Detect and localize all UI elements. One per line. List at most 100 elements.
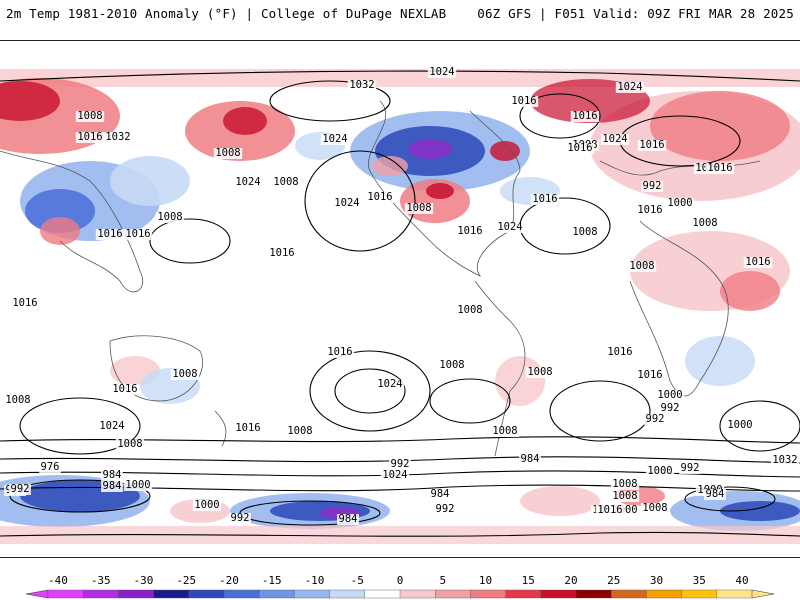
contour-label: 1016 xyxy=(235,422,260,434)
contour-label-bg xyxy=(101,470,123,481)
contour-label-bg xyxy=(365,192,395,203)
contour-label: 976 xyxy=(41,461,60,473)
contour-label-bg xyxy=(659,403,681,414)
contour-label: 1000 xyxy=(647,465,672,477)
contour-label-bg xyxy=(565,143,595,154)
contour-label-bg xyxy=(645,466,675,477)
contour-label: 1008 xyxy=(629,260,654,272)
contour-label: 1000 xyxy=(194,499,219,511)
contour-label-bg xyxy=(595,505,625,516)
contour-label-bg xyxy=(610,479,640,490)
contour-label: 992 xyxy=(646,413,665,425)
contour-label: 1016 xyxy=(97,228,122,240)
contour-label-bg xyxy=(679,463,701,474)
colorbar-tick-label: 40 xyxy=(735,574,749,587)
contour-label: 1032 xyxy=(105,131,130,143)
contour-label: 1016 xyxy=(77,131,102,143)
contour-label-bg xyxy=(39,462,61,473)
contour-label: 1000 xyxy=(125,479,150,491)
colorbar-segment xyxy=(118,589,155,599)
contour-label-bg xyxy=(600,134,630,145)
contour-label: 1008 xyxy=(117,438,142,450)
contour-label-bg xyxy=(495,222,525,233)
colorbar-tick-label: -35 xyxy=(90,574,111,587)
contour-label-bg xyxy=(615,82,645,93)
colorbar-tick-label: 20 xyxy=(564,574,578,587)
colorbar-tick-label: -40 xyxy=(48,574,68,587)
contour-label: 1016 xyxy=(607,346,632,358)
contour-label: 984 xyxy=(103,480,122,492)
contour-label: 992 xyxy=(643,180,662,192)
contour-label-bg xyxy=(320,134,350,145)
contour-label-bg xyxy=(115,439,145,450)
contour-label-bg xyxy=(271,177,301,188)
contour-label-bg xyxy=(429,489,451,500)
colorbar-segment xyxy=(540,589,577,599)
colorbar: -40 -35 -30 -25 -20 -15 -10 -5 0 5 10 15 20 25 30 35 40 xyxy=(0,574,800,600)
map-title: 2m Temp 1981-2010 Anomaly (°F) | College… xyxy=(6,6,447,21)
contour-label-bg xyxy=(570,111,600,122)
contour-label-bg xyxy=(704,489,726,500)
contour-label: 1016 xyxy=(367,191,392,203)
colorbar-segment xyxy=(223,589,260,599)
colorbar-tick-label: -25 xyxy=(176,574,197,587)
contour-label: 1008 xyxy=(612,490,637,502)
contour-label: 1008 xyxy=(439,359,464,371)
contour-label-bg xyxy=(267,248,297,259)
contour-label: 1016 xyxy=(125,228,150,240)
colorbar-tick-label: 30 xyxy=(649,574,664,587)
contour-label-bg xyxy=(434,504,456,515)
contour-label-bg xyxy=(337,514,359,525)
contour-label-bg xyxy=(285,426,315,437)
contour-label-bg xyxy=(525,367,555,378)
contour-label-bg xyxy=(75,111,105,122)
contour-label: 1008 xyxy=(273,176,298,188)
colorbar-segment xyxy=(259,589,296,599)
contour-label: 984 xyxy=(706,488,725,500)
colorbar-segment xyxy=(399,589,436,599)
colorbar-segment xyxy=(329,589,366,599)
contour-label-bg xyxy=(455,226,485,237)
colorbar-arrow-min xyxy=(25,589,49,599)
colorbar-tick-label: 5 xyxy=(439,574,447,587)
contour-label-bg xyxy=(170,369,200,380)
contour-label: 1016 xyxy=(327,346,352,358)
colorbar-tick-label: -20 xyxy=(219,574,239,587)
contour-label-bg xyxy=(404,203,434,214)
contour-label: 992 xyxy=(436,503,455,515)
contour-label: 1008 xyxy=(642,502,667,514)
contour-label: 1000 xyxy=(727,419,752,431)
colorbar-segment xyxy=(470,589,507,599)
contour-label-bg xyxy=(192,500,222,511)
colorbar-segment xyxy=(294,589,331,599)
contour-label: 1024 xyxy=(99,420,124,432)
contour-label-bg xyxy=(519,454,541,465)
contour-label: 1016 xyxy=(639,139,664,151)
contour-label: 984 xyxy=(431,488,450,500)
colorbar-arrow-max xyxy=(751,589,775,599)
contour-label: 1024 xyxy=(602,133,627,145)
contour-label: 984 xyxy=(103,469,122,481)
contour-label-bg xyxy=(641,181,663,192)
contour-label-bg xyxy=(635,370,665,381)
contour-label-bg xyxy=(509,96,539,107)
contour-label: 992 xyxy=(391,458,410,470)
contour-label-bg xyxy=(665,198,695,209)
contour-label-bg xyxy=(229,513,251,524)
contour-label: 1024 xyxy=(377,378,402,390)
colorbar-segment xyxy=(364,589,401,599)
contour-label: 1016 xyxy=(707,162,732,174)
contour-label: 1032 xyxy=(772,454,797,466)
contour-label-bg xyxy=(644,414,666,425)
contour-label: 1016 xyxy=(112,383,137,395)
colorbar-tick-label: 35 xyxy=(692,574,706,587)
contour-label: 992 xyxy=(681,462,700,474)
contour-label: 984 xyxy=(339,513,358,525)
contour-label-bg xyxy=(389,459,411,470)
model-run-info: 06Z GFS | F051 Valid: 09Z FRI MAR 28 202… xyxy=(477,6,794,21)
contour-label-bg xyxy=(347,80,377,91)
contour-label-bg xyxy=(213,148,243,159)
contour-label-bg xyxy=(705,163,735,174)
contour-label: 1016 xyxy=(511,95,536,107)
contour-label-bg xyxy=(530,194,560,205)
